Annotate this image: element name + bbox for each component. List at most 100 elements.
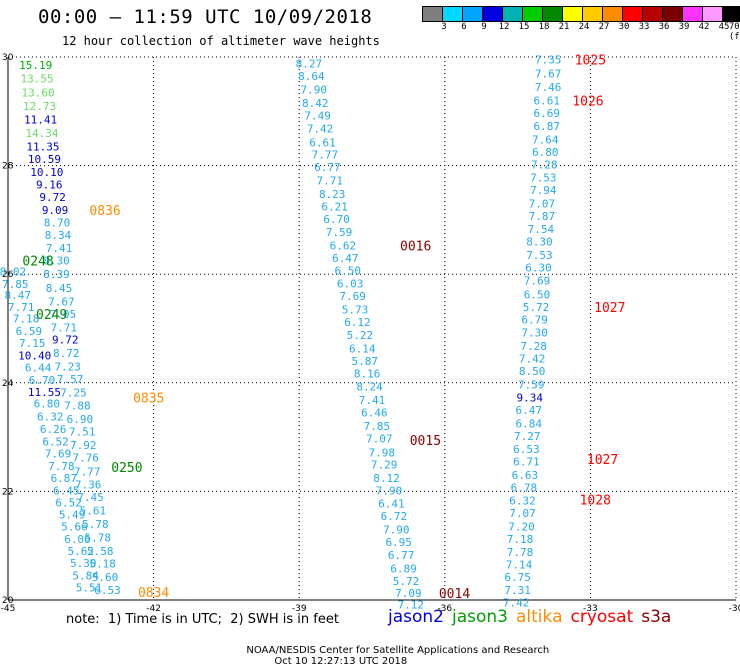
wave-height-label: 8.34 [45,229,72,242]
chart-title: 00:00 – 11:59 UTC 10/09/2018 [38,6,373,28]
wave-height-label: 13.55 [21,73,54,86]
wave-height-label: 8.12 [373,472,400,485]
wave-height-label: 6.50 [524,288,551,301]
wave-height-label: 10.59 [28,153,61,166]
wave-height-label: 5.62 [68,545,95,558]
wave-height-label: 7.41 [46,242,73,255]
color-swatch [643,7,663,21]
wave-height-label: 7.18 [507,533,534,546]
wave-height-label: 9.72 [52,333,79,346]
color-scale-label: 24 [578,22,590,32]
color-scale-label: 33 [638,22,650,32]
tick-labels: -45 -42 -39 -36 -33 -30 20 22 24 26 28 30 [1,53,740,614]
wave-height-label: 6.63 [512,469,539,482]
wave-height-label: 7.94 [530,184,557,197]
wave-height-label: 8.30 [526,236,553,249]
wave-height-label: 5.73 [342,303,369,316]
wave-height-label: 8.30 [43,255,70,268]
color-swatch [503,7,523,21]
wave-height-label: 8.39 [43,268,70,281]
pass-time-label: 1026 [572,94,603,109]
color-scale-label: 70 (ft) [728,22,740,42]
wave-height-label: 7.07 [366,433,393,446]
color-swatch [583,7,603,21]
y-tick-label: 24 [2,379,14,389]
wave-height-label: 7.78 [507,546,534,559]
wave-height-label: 7.53 [526,249,553,262]
wave-height-label: 5.78 [85,532,112,545]
wave-height-label: 6.47 [332,252,359,265]
wave-height-label: 7.90 [383,523,410,536]
wave-height-label: 6.72 [381,510,408,523]
pass-time-label: 0016 [400,239,431,254]
wave-height-label: 6.77 [388,549,415,562]
wave-height-label: 7.88 [64,400,91,413]
color-scale-label: 18 [538,22,550,32]
wave-height-label: 6.59 [16,325,43,338]
color-scale-label: 36 [658,22,670,32]
color-swatch [463,7,483,21]
wave-height-label: 6.50 [334,264,361,277]
wave-height-label: 6.52 [42,435,69,448]
wave-height-label: 6.71 [513,456,540,469]
color-scale-label: 9 [481,22,487,32]
x-tick-label: -36 [437,604,452,614]
wave-height-label: 12.73 [23,100,56,113]
wave-height-label: 6.70 [323,213,350,226]
wave-height-label: 7.27 [514,430,541,443]
wave-height-label: 6.95 [385,536,412,549]
wave-height-label: 7.54 [528,223,555,236]
wave-height-label: 7.69 [524,275,551,288]
footer: NOAA/NESDIS Center for Satellite Applica… [240,634,549,667]
y-tick-label: 20 [2,596,14,606]
wave-height-label: 6.45 [53,484,80,497]
wave-height-label: 6.84 [516,418,543,431]
color-swatch [423,7,443,21]
y-tick-label: 22 [2,487,13,497]
wave-height-label: 7.98 [368,446,395,459]
wave-height-label: 7.71 [317,174,344,187]
wave-height-label: 7.85 [2,278,29,291]
x-tick-label: -33 [583,604,598,614]
wave-height-label: 7.42 [307,123,334,136]
pass-time-label: 0014 [439,587,470,602]
wave-height-label: 6.53 [513,443,540,456]
wave-height-label: 11.41 [24,113,57,126]
wave-height-label: 6.61 [309,136,336,149]
wave-height-label: 6.32 [37,410,64,423]
color-swatch [703,7,723,21]
chart-subtitle: 12 hour collection of altimeter wave hei… [62,34,380,48]
wave-height-label: 7.71 [8,301,35,314]
wave-height-label: 5.72 [393,575,420,588]
wave-height-label: 9.09 [42,204,69,217]
wave-height-label: 7.31 [504,584,531,597]
wave-height-label: 6.69 [533,107,560,120]
axis-frame [7,56,737,601]
wave-height-label: 7.36 [75,478,102,491]
wave-height-label: 6.80 [532,146,559,159]
wave-height-label: 15.19 [19,59,52,72]
color-swatch [663,7,683,21]
satellite-legend-jason3: jason3 [452,607,508,627]
wave-height-label: 6.21 [321,200,348,213]
wave-height-label: 8.02 [0,265,26,278]
wave-height-label: 7.59 [326,226,353,239]
wave-height-label: 7.07 [509,507,536,520]
wave-height-label: 7.14 [506,559,533,572]
pass-time-label: 1025 [575,54,606,69]
wave-height-label: 5.22 [347,329,374,342]
wave-height-label: 5.66 [61,521,88,534]
pass-time-label: 1027 [594,301,625,316]
wave-height-label: 8.47 [4,289,31,302]
wave-height-label: 7.78 [48,460,75,473]
footer-credit: NOAA/NESDIS Center for Satellite Applica… [246,645,550,656]
wave-height-label: 5.18 [89,558,116,571]
wave-height-label: 5.72 [523,301,550,314]
color-scale-label: 6 [461,22,467,32]
wave-height-label: 6.12 [344,316,371,329]
wave-height-label: 7.49 [304,110,331,123]
wave-height-label: 7.18 [13,313,40,326]
wave-height-label: 6.70 [29,374,56,387]
color-swatch [603,7,623,21]
